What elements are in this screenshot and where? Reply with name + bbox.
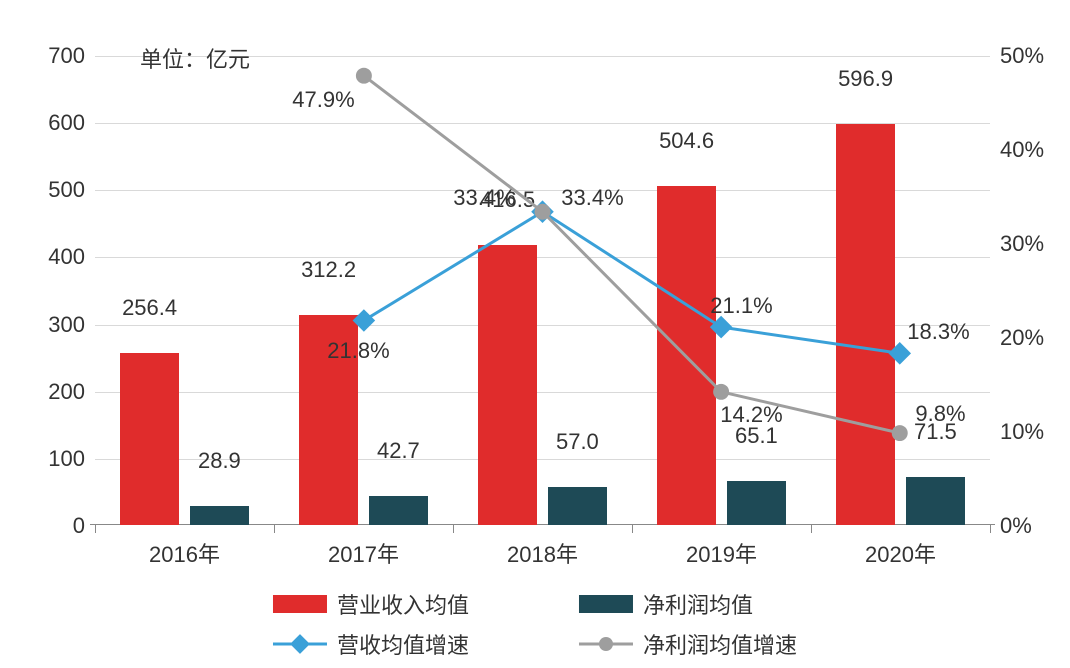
legend-label: 净利润均值增速: [643, 628, 797, 660]
bar-value-label: 596.9: [838, 66, 893, 92]
y1-tick-label: 300: [35, 312, 95, 338]
bar: [657, 186, 716, 525]
bar: [727, 481, 786, 525]
bar: [478, 245, 537, 525]
x-tick: [632, 525, 633, 533]
x-tick: [453, 525, 454, 533]
series-line: [364, 76, 900, 433]
legend-swatch: [273, 595, 327, 613]
line-value-label: 9.8%: [915, 401, 965, 427]
bar-value-label: 42.7: [377, 438, 420, 464]
x-tick: [990, 525, 991, 533]
bar-value-label: 57.0: [556, 429, 599, 455]
y1-tick-label: 200: [35, 379, 95, 405]
y1-tick-label: 0: [35, 513, 95, 539]
y2-tick-label: 40%: [990, 137, 1060, 163]
series-line: [364, 212, 900, 354]
legend-label: 净利润均值: [643, 588, 753, 620]
line-value-label: 47.9%: [292, 87, 354, 113]
legend-item: 营业收入均值: [273, 588, 469, 620]
y1-tick-label: 700: [35, 43, 95, 69]
line-value-label: 33.4%: [561, 185, 623, 211]
x-category-label: 2019年: [686, 525, 757, 569]
x-category-label: 2018年: [507, 525, 578, 569]
y2-tick-label: 0%: [990, 513, 1060, 539]
line-value-label: 14.2%: [720, 402, 782, 428]
y1-tick-label: 600: [35, 110, 95, 136]
x-category-label: 2017年: [328, 525, 399, 569]
line-marker: [535, 204, 551, 220]
legend: 营业收入均值 净利润均值营收均值增速 净利润均值增速: [273, 588, 797, 660]
legend-item: 净利润均值增速: [579, 628, 797, 660]
line-value-label: 33.4%: [453, 185, 515, 211]
y2-tick-label: 50%: [990, 43, 1060, 69]
x-tick: [274, 525, 275, 533]
bar-value-label: 312.2: [301, 257, 356, 283]
combo-chart: 0 100 200 300 400 500 600 700 0% 10% 20% 30% 40% 50% 2…: [0, 0, 1070, 668]
line-value-label: 18.3%: [907, 319, 969, 345]
legend-swatch: [273, 635, 327, 653]
line-marker: [356, 68, 372, 84]
bar: [369, 496, 428, 525]
y2-tick-label: 10%: [990, 419, 1060, 445]
bar: [548, 487, 607, 525]
y1-tick-label: 400: [35, 244, 95, 270]
legend-item: 净利润均值: [579, 588, 797, 620]
bar-value-label: 504.6: [659, 128, 714, 154]
y2-tick-label: 30%: [990, 231, 1060, 257]
bar: [836, 124, 895, 525]
line-value-label: 21.1%: [710, 293, 772, 319]
bar: [190, 506, 249, 525]
bar-value-label: 28.9: [198, 448, 241, 474]
bar: [120, 353, 179, 525]
legend-swatch: [579, 595, 633, 613]
legend-label: 营业收入均值: [337, 588, 469, 620]
x-tick: [95, 525, 96, 533]
bar-value-label: 256.4: [122, 295, 177, 321]
y2-tick-label: 20%: [990, 325, 1060, 351]
legend-item: 营收均值增速: [273, 628, 469, 660]
legend-label: 营收均值增速: [337, 628, 469, 660]
legend-swatch: [579, 635, 633, 653]
line-value-label: 21.8%: [327, 338, 389, 364]
x-tick: [811, 525, 812, 533]
x-category-label: 2016年: [149, 525, 220, 569]
y1-tick-label: 100: [35, 446, 95, 472]
bar: [906, 477, 965, 525]
x-category-label: 2020年: [865, 525, 936, 569]
unit-label: 单位：亿元: [140, 42, 250, 74]
plot-area: 01002003004005006007000%10%20%30%40%50%2…: [95, 55, 990, 525]
y1-tick-label: 500: [35, 177, 95, 203]
